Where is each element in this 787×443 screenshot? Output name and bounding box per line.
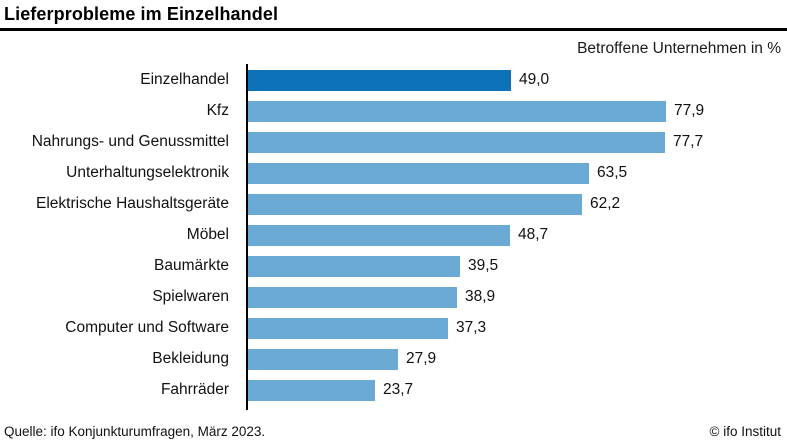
bar: [248, 70, 511, 91]
category-label: Kfz: [206, 102, 229, 119]
title-divider: [0, 28, 787, 31]
bar-row: Kfz 77,9: [0, 96, 787, 127]
value-label: 62,2: [590, 195, 621, 212]
category-label: Unterhaltungselektronik: [66, 164, 229, 181]
bar-row: Nahrungs- und Genussmittel 77,7: [0, 127, 787, 158]
category-label: Nahrungs- und Genussmittel: [31, 133, 229, 150]
bar: [248, 225, 510, 246]
category-label: Computer und Software: [65, 319, 229, 336]
bar: [248, 380, 375, 401]
y-axis-line: [246, 64, 248, 410]
bar-row: Unterhaltungselektronik 63,5: [0, 158, 787, 189]
bar: [248, 132, 665, 153]
value-label: 77,9: [674, 102, 705, 119]
source-note: Quelle: ifo Konjunkturumfragen, März 202…: [4, 424, 266, 439]
value-label: 77,7: [673, 133, 704, 150]
value-label: 63,5: [597, 164, 628, 181]
bar: [248, 163, 589, 184]
bar: [248, 318, 448, 339]
bar: [248, 349, 398, 370]
value-label: 37,3: [456, 319, 487, 336]
bar: [248, 194, 582, 215]
bar: [248, 101, 666, 122]
value-label: 27,9: [406, 350, 437, 367]
bar-row: Einzelhandel 49,0: [0, 65, 787, 96]
bar-row: Bekleidung 27,9: [0, 344, 787, 375]
value-label: 49,0: [519, 71, 550, 88]
category-label: Elektrische Haushaltsgeräte: [36, 195, 229, 212]
bar-chart: Einzelhandel 49,0 Kfz 77,9 Nahrungs- und Gen…: [0, 64, 787, 410]
chart-subtitle: Betroffene Unternehmen in %: [577, 40, 781, 57]
bar-row: Elektrische Haushaltsgeräte 62,2: [0, 189, 787, 220]
bar-row: Möbel 48,7: [0, 220, 787, 251]
category-label: Möbel: [186, 226, 229, 243]
bar: [248, 256, 460, 277]
bar-row: Baumärkte 39,5: [0, 251, 787, 282]
category-label: Spielwaren: [152, 288, 229, 305]
bar-row: Fahrräder 23,7: [0, 375, 787, 406]
category-label: Fahrräder: [160, 381, 229, 398]
bar-row: Spielwaren 38,9: [0, 282, 787, 313]
value-label: 23,7: [383, 381, 414, 398]
category-label: Einzelhandel: [140, 71, 229, 88]
footer: Quelle: ifo Konjunkturumfragen, März 202…: [0, 424, 787, 439]
bar-row: Computer und Software 37,3: [0, 313, 787, 344]
page-title: Lieferprobleme im Einzelhandel: [4, 4, 279, 24]
value-label: 39,5: [468, 257, 499, 274]
value-label: 38,9: [465, 288, 496, 305]
copyright-note: © ifo Institut: [709, 424, 781, 439]
category-label: Bekleidung: [152, 350, 229, 367]
category-label: Baumärkte: [154, 257, 229, 274]
value-label: 48,7: [518, 226, 549, 243]
bar: [248, 287, 457, 308]
